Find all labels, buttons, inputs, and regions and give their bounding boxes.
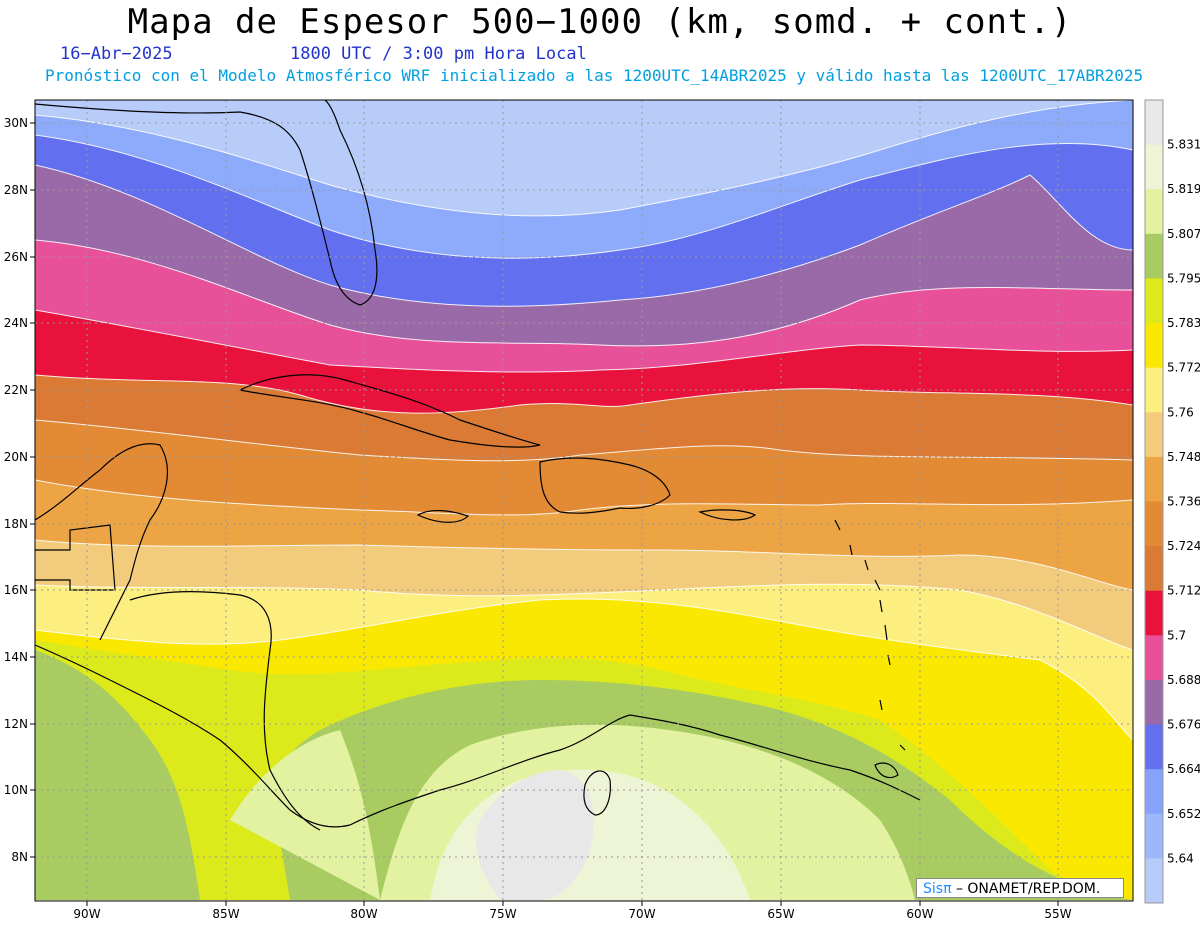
- lon-label: 65W: [767, 907, 794, 921]
- lon-label: 70W: [628, 907, 655, 921]
- contour-bands: [35, 100, 1133, 900]
- colorbar-label: 5.819: [1167, 182, 1200, 196]
- colorbar-segment: [1145, 724, 1163, 770]
- colorbar-segment: [1145, 679, 1163, 726]
- colorbar-segment: [1145, 278, 1163, 324]
- colorbar-segment: [1145, 100, 1163, 146]
- colorbar-label: 5.688: [1167, 673, 1200, 687]
- credit-text: – ONAMET/REP.DOM.: [955, 881, 1101, 897]
- lat-label: 28N: [4, 183, 28, 197]
- colorbar-label: 5.748: [1167, 450, 1200, 464]
- longitude-labels: 90W 85W 80W 75W 70W 65W 60W 55W: [73, 901, 1072, 921]
- mexico-border: [35, 524, 116, 591]
- lon-label: 75W: [489, 907, 516, 921]
- colorbar-segment: [1145, 546, 1163, 592]
- lat-label: 16N: [4, 583, 28, 597]
- forecast-date: 16−Abr−2025: [60, 44, 173, 64]
- puerto-rico-coast: [698, 509, 757, 521]
- colorbar-segment: [1145, 769, 1163, 815]
- trinidad-coast: [874, 762, 899, 779]
- lat-label: 20N: [4, 450, 28, 464]
- colorbar-label: 5.652: [1167, 807, 1200, 821]
- lat-label: 10N: [4, 783, 28, 797]
- maracaibo-lake: [583, 770, 611, 816]
- lat-label: 14N: [4, 650, 28, 664]
- lat-label: 12N: [4, 717, 28, 731]
- colorbar-segment: [1145, 635, 1163, 681]
- south-america-coast: [349, 714, 921, 826]
- colorbar: 5.831 5.819 5.807 5.795 5.783 5.772 5.76 5.748 5…: [1144, 99, 1200, 904]
- colorbar-label: 5.76: [1167, 405, 1194, 419]
- lon-label: 55W: [1044, 907, 1071, 921]
- jamaica-coast: [416, 510, 470, 523]
- cuba-coast: [238, 374, 541, 448]
- florida-coast: [35, 100, 378, 306]
- colorbar-segment: [1145, 367, 1163, 413]
- colorbar-label: 5.676: [1167, 718, 1200, 732]
- map-frame: [34, 99, 1134, 902]
- lat-label: 26N: [4, 250, 28, 264]
- colorbar-label: 5.795: [1167, 271, 1200, 285]
- colorbar-segment: [1145, 144, 1163, 190]
- colorbar-frame: [1144, 99, 1164, 904]
- colorbar-label: 5.7: [1167, 628, 1186, 642]
- central-america-caribbean: [129, 591, 321, 831]
- lat-label: 30N: [4, 116, 28, 130]
- colorbar-segment: [1145, 233, 1163, 279]
- latitude-labels: 30N 28N 26N 24N 22N 20N 18N 16N 14N 12N 10N 8N: [4, 116, 35, 864]
- colorbar-segment: [1145, 813, 1163, 859]
- credit-box: Sisπ – ONAMET/REP.DOM.: [916, 878, 1124, 898]
- lon-label: 60W: [906, 907, 933, 921]
- lon-label: 85W: [212, 907, 239, 921]
- band-5.84: [476, 770, 594, 900]
- colorbar-segment: [1145, 501, 1163, 547]
- colorbar-label: 5.736: [1167, 495, 1200, 509]
- colorbar-label: 5.712: [1167, 584, 1200, 598]
- model-description: Pronóstico con el Modelo Atmosférico WRF…: [45, 66, 1144, 85]
- lon-label: 80W: [350, 907, 377, 921]
- map-title: Mapa de Espesor 500−1000 (km, somd. + co…: [127, 2, 1073, 42]
- colorbar-label: 5.64: [1167, 851, 1194, 865]
- colorbar-segment: [1145, 323, 1163, 369]
- lat-label: 18N: [4, 517, 28, 531]
- colorbar-segment: [1145, 858, 1163, 904]
- yucatan-coast: [35, 443, 168, 641]
- coastlines: [35, 100, 921, 831]
- lesser-antilles: [834, 519, 906, 751]
- colorbar-label: 5.664: [1167, 762, 1200, 776]
- forecast-time: 1800 UTC / 3:00 pm Hora Local: [290, 44, 587, 64]
- lat-label: 8N: [11, 850, 28, 864]
- colorbar-segment: [1145, 189, 1163, 235]
- colorbar-segment: [1145, 456, 1163, 502]
- grid-lines: [35, 100, 1133, 900]
- colorbar-label: 5.772: [1167, 361, 1200, 375]
- sispi-logo: Sisπ: [923, 881, 952, 897]
- colorbar-segment: [1145, 412, 1163, 458]
- colorbar-label: 5.783: [1167, 316, 1200, 330]
- lat-label: 22N: [4, 383, 28, 397]
- colorbar-label: 5.724: [1167, 539, 1200, 553]
- hispaniola-coast: [539, 457, 671, 514]
- colorbar-label: 5.831: [1167, 138, 1200, 152]
- lat-label: 24N: [4, 316, 28, 330]
- lon-label: 90W: [73, 907, 100, 921]
- colorbar-segment: [1145, 590, 1163, 636]
- colorbar-label: 5.807: [1167, 227, 1200, 241]
- contour-lines: [35, 100, 1133, 741]
